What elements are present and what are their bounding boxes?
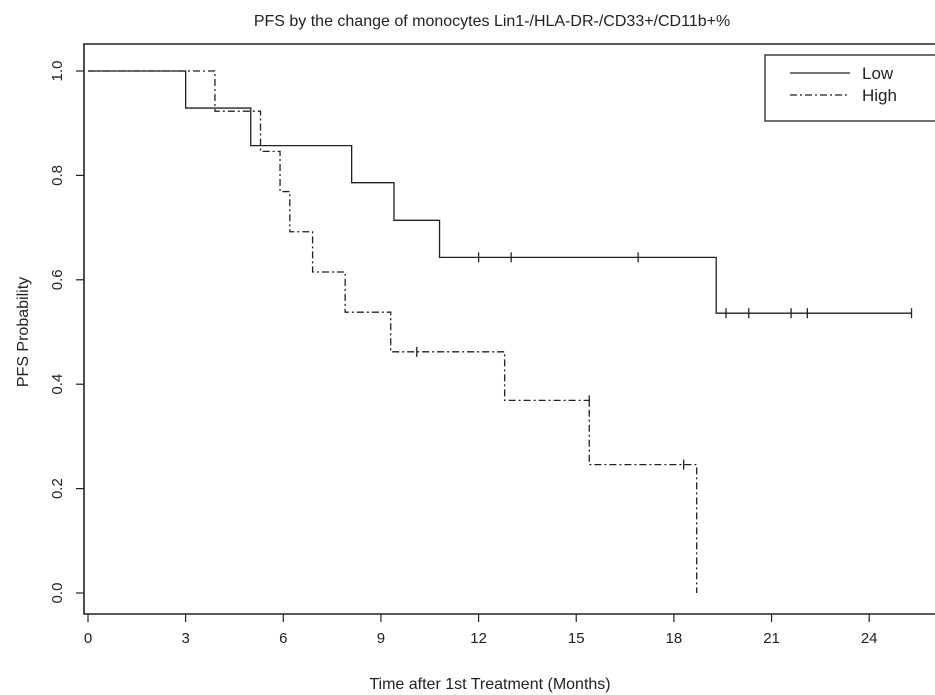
x-tick-label: 6 (279, 630, 287, 647)
legend-box (764, 54, 935, 122)
series-layer (88, 70, 913, 593)
x-tick-label: 18 (666, 630, 683, 647)
x-axis-label: Time after 1st Treatment (Months) (369, 676, 610, 693)
y-tick-label: 1.0 (49, 61, 66, 82)
x-tick-label: 0 (84, 630, 92, 647)
x-tick-label: 3 (181, 630, 189, 647)
y-axis: 0.0 0.2 0.4 0.6 0.8 1.0 (49, 61, 84, 604)
y-axis-label: PFS Probability (15, 277, 32, 387)
y-tick-label: 0.4 (49, 374, 66, 395)
series-line-low (88, 70, 912, 314)
series-line-high (88, 70, 698, 593)
x-tick-label: 12 (470, 630, 487, 647)
chart-title: PFS by the change of monocytes Lin1-/HLA… (254, 13, 730, 30)
x-tick-label: 9 (377, 630, 385, 647)
x-axis: 0 3 6 9 12 15 18 21 24 (84, 614, 878, 647)
y-tick-label: 0.6 (49, 269, 66, 290)
plot-frame (83, 43, 935, 615)
y-tick-label: 0.8 (49, 165, 66, 186)
x-tick-label: 24 (861, 630, 878, 647)
y-tick-label: 0.0 (49, 583, 66, 604)
plot-border (83, 43, 935, 615)
y-tick-label: 0.2 (49, 478, 66, 499)
x-tick-label: 21 (763, 630, 780, 647)
legend: Low High (764, 54, 935, 122)
legend-label-high: High (862, 86, 897, 105)
legend-label-low: Low (862, 64, 894, 83)
x-tick-label: 15 (568, 630, 585, 647)
